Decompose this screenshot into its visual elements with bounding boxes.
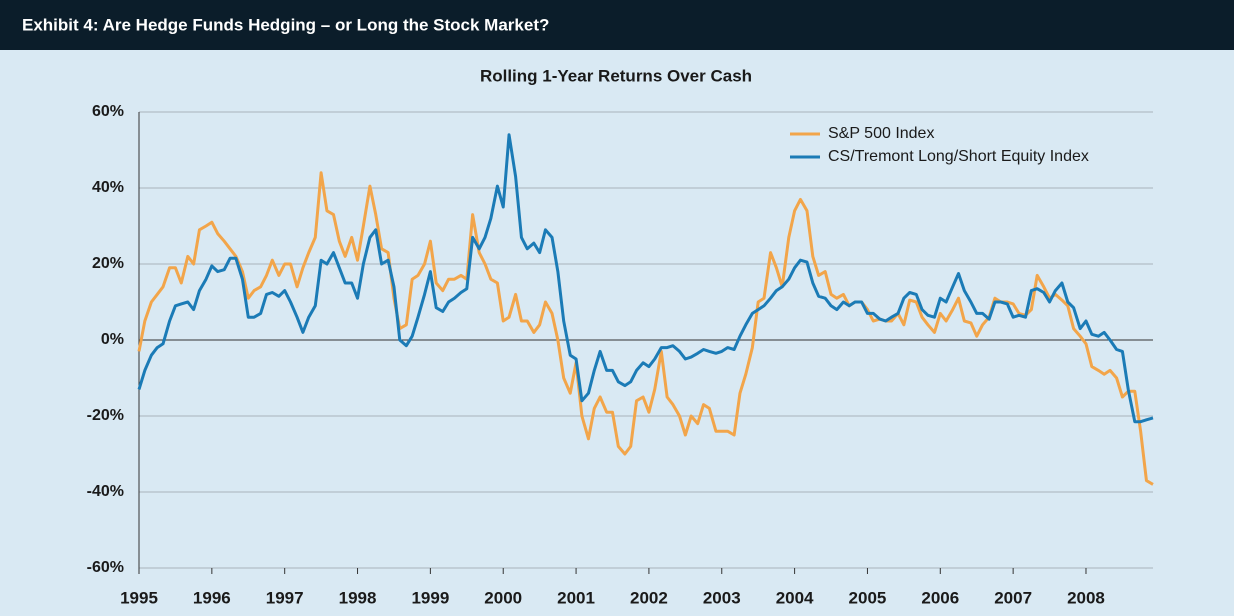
x-tick-label: 2006: [921, 588, 959, 607]
y-tick-label: -60%: [87, 559, 124, 576]
y-tick-label: 40%: [92, 179, 124, 196]
chart-title: Rolling 1-Year Returns Over Cash: [480, 66, 752, 85]
x-tick-label: 2000: [484, 588, 522, 607]
series-line: [137, 133, 1154, 424]
x-tick-label: 2007: [994, 588, 1032, 607]
y-tick-label: 20%: [92, 255, 124, 272]
x-tick-label: 2003: [703, 588, 741, 607]
y-tick-label: -20%: [87, 407, 124, 424]
x-tick-label: 2001: [557, 588, 595, 607]
x-tick-label: 2008: [1067, 588, 1105, 607]
x-tick-label: 1997: [266, 588, 304, 607]
x-tick-label: 2002: [630, 588, 668, 607]
x-tick-label: 2004: [776, 588, 814, 607]
y-tick-label: 60%: [92, 103, 124, 120]
legend-label: S&P 500 Index: [828, 125, 934, 142]
header-bar: [0, 0, 1234, 50]
y-tick-label: 0%: [101, 331, 124, 348]
x-tick-label: 1998: [339, 588, 377, 607]
x-tick-label: 1996: [193, 588, 231, 607]
x-tick-label: 1999: [411, 588, 449, 607]
legend-label: CS/Tremont Long/Short Equity Index: [828, 148, 1089, 165]
series-line: [137, 171, 1154, 486]
y-tick-label: -40%: [87, 483, 124, 500]
header-title: Exhibit 4: Are Hedge Funds Hedging – or …: [22, 15, 549, 34]
x-tick-label: 2005: [849, 588, 887, 607]
x-tick-label: 1995: [120, 588, 158, 607]
